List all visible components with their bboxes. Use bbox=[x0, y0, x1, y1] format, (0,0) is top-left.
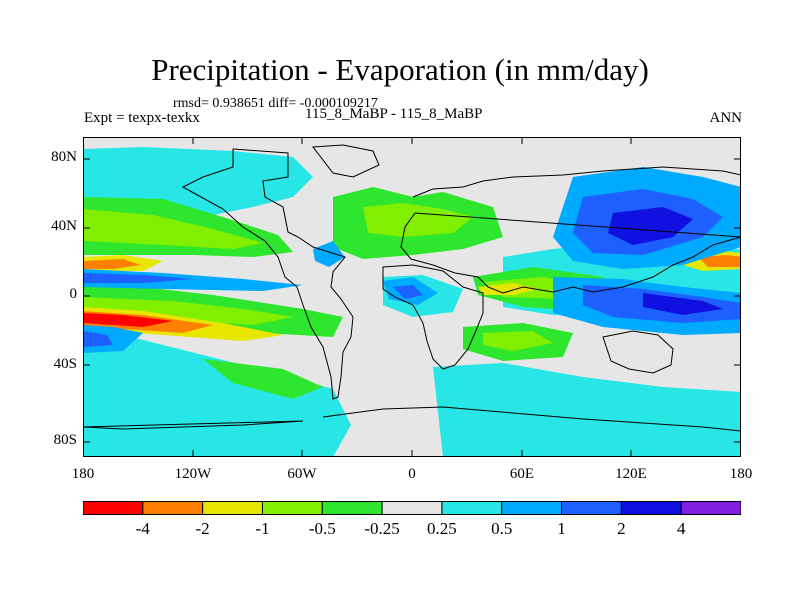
colorbar-box bbox=[261, 501, 323, 515]
stats-text: rmsd= 0.938651 diff= -0.000109217 bbox=[173, 96, 378, 111]
coastline bbox=[400, 166, 741, 294]
colorbar-box bbox=[680, 501, 741, 515]
contour-fill bbox=[698, 255, 741, 267]
colorbar-label: -0.25 bbox=[364, 519, 400, 538]
colorbar-label: -4 bbox=[135, 519, 150, 538]
contour-fill bbox=[393, 285, 423, 299]
lat-label: 80S bbox=[53, 432, 77, 448]
colorbar-label: 2 bbox=[617, 519, 626, 538]
contour-fill bbox=[83, 297, 293, 325]
contour-fill bbox=[608, 207, 693, 245]
contour-fill bbox=[363, 203, 473, 237]
contour-fill bbox=[83, 313, 173, 327]
lat-label: 40S bbox=[53, 356, 77, 372]
contour-fill bbox=[433, 363, 741, 457]
lat-label: 80N bbox=[51, 149, 77, 165]
contour-fill bbox=[478, 283, 538, 295]
colorbar-box bbox=[142, 501, 204, 515]
colorbar-box bbox=[381, 501, 443, 515]
subtitle: 115_8_MaBP - 115_8_MaBP bbox=[305, 106, 483, 122]
season-label: ANN bbox=[709, 110, 743, 126]
contour-fill bbox=[83, 259, 141, 269]
lat-label: 40N bbox=[51, 218, 77, 234]
experiment-label: Expt = texpx-texkx bbox=[84, 110, 200, 126]
lon-label: 120E bbox=[615, 466, 647, 482]
contour-fill bbox=[313, 241, 345, 267]
contour-fill bbox=[203, 359, 323, 399]
map-panel bbox=[83, 137, 741, 457]
lon-label: 180 bbox=[729, 466, 753, 482]
colorbar-box bbox=[202, 501, 263, 515]
contour-fill bbox=[83, 331, 113, 347]
coastline bbox=[181, 148, 354, 400]
lon-label: 180 bbox=[71, 466, 95, 482]
colorbar-label: 4 bbox=[676, 519, 686, 538]
lon-label: 60W bbox=[287, 466, 317, 482]
colorbar-label: -0.5 bbox=[308, 519, 336, 538]
colorbar bbox=[83, 501, 741, 515]
colorbar-box bbox=[620, 501, 682, 515]
coastline bbox=[83, 406, 741, 432]
colorbar-box bbox=[501, 501, 563, 515]
lon-label: 120W bbox=[174, 466, 212, 482]
colorbar-label: 0.25 bbox=[427, 519, 457, 538]
coastline bbox=[602, 330, 674, 374]
plot-title: Precipitation - Evaporation (in mm/day) bbox=[151, 52, 649, 87]
colorbar-label: -2 bbox=[195, 519, 210, 538]
colorbar-box bbox=[321, 501, 383, 515]
coastline bbox=[382, 264, 484, 370]
contour-fill bbox=[483, 331, 553, 351]
contour-fill bbox=[83, 209, 263, 249]
lon-label: 60E bbox=[509, 466, 535, 482]
coastline bbox=[312, 144, 380, 178]
colorbar-box bbox=[561, 501, 622, 515]
tick-marks bbox=[83, 137, 741, 457]
lon-label: 0 bbox=[408, 466, 416, 482]
contour-fill bbox=[83, 273, 193, 283]
contour-fill bbox=[83, 327, 351, 457]
contour-fills bbox=[83, 147, 741, 457]
colorbar-box bbox=[83, 501, 144, 515]
contour-fill bbox=[83, 269, 303, 291]
colorbar-label: 0.5 bbox=[491, 519, 513, 538]
lat-label: 0 bbox=[69, 286, 78, 302]
contour-fill bbox=[643, 293, 723, 315]
colorbar-label: -1 bbox=[255, 519, 270, 538]
colorbar-label: 1 bbox=[557, 519, 566, 538]
coastlines bbox=[83, 144, 741, 432]
colorbar-box bbox=[441, 501, 503, 515]
